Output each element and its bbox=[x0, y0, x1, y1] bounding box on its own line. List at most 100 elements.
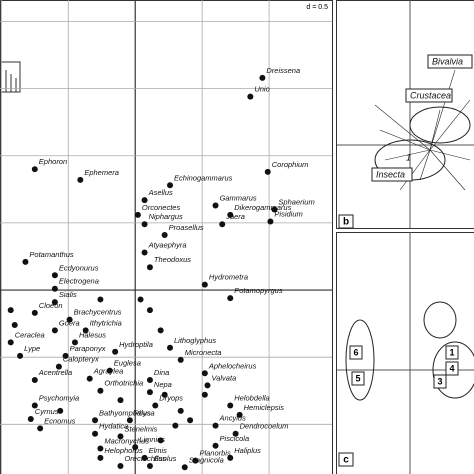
point bbox=[227, 454, 234, 461]
point-label: Cyrnus bbox=[35, 407, 59, 416]
point-label: Ephemera bbox=[84, 168, 119, 177]
point bbox=[132, 444, 139, 451]
point bbox=[267, 218, 274, 225]
point bbox=[201, 391, 208, 398]
point bbox=[31, 402, 38, 409]
group-label: 6 bbox=[353, 347, 358, 357]
point bbox=[51, 272, 58, 279]
point-label: Goera bbox=[59, 318, 80, 327]
point bbox=[117, 462, 124, 469]
point-label: Valvata bbox=[212, 373, 237, 382]
group-label: 3 bbox=[437, 376, 442, 386]
point-label: Esolus bbox=[154, 454, 177, 463]
point bbox=[106, 367, 113, 374]
point-label: Electrogena bbox=[59, 277, 99, 286]
panel-a-frame bbox=[0, 0, 333, 474]
point-label: Euglesa bbox=[114, 359, 141, 368]
point bbox=[146, 389, 153, 396]
point bbox=[137, 296, 144, 303]
group-label: 1 bbox=[406, 152, 411, 162]
point-label: Elmis bbox=[149, 446, 168, 455]
point bbox=[97, 445, 104, 452]
point bbox=[17, 352, 24, 359]
point-label: Acentrella bbox=[38, 368, 72, 377]
point bbox=[97, 296, 104, 303]
point-label: Physa bbox=[134, 408, 155, 417]
point bbox=[112, 348, 119, 355]
point-label: Hydrometra bbox=[209, 273, 248, 282]
point bbox=[141, 197, 148, 204]
point bbox=[259, 74, 266, 81]
point-label: Helobdella bbox=[234, 394, 269, 403]
group-label: Insecta bbox=[376, 169, 405, 179]
point bbox=[264, 168, 271, 175]
point bbox=[22, 258, 29, 265]
point bbox=[146, 307, 153, 314]
point bbox=[157, 327, 164, 334]
group-label: 4 bbox=[449, 363, 454, 373]
point-label: Asellus bbox=[148, 188, 173, 197]
point-label: Micronecta bbox=[185, 348, 222, 357]
point bbox=[187, 417, 194, 424]
point bbox=[31, 309, 38, 316]
point bbox=[11, 321, 18, 328]
panel-label: b bbox=[343, 217, 349, 228]
point-label: Atyaephyra bbox=[148, 240, 187, 249]
point bbox=[177, 407, 184, 414]
point-label: Piscicola bbox=[220, 434, 250, 443]
point bbox=[232, 430, 239, 437]
point bbox=[7, 307, 14, 314]
point bbox=[152, 402, 159, 409]
point-label: Theodoxus bbox=[154, 255, 191, 264]
point bbox=[204, 382, 211, 389]
point bbox=[27, 415, 34, 422]
point bbox=[227, 402, 234, 409]
point-label: Aphelocheirus bbox=[208, 361, 257, 370]
point-label: Hydatica bbox=[99, 422, 128, 431]
point-label: Agraylea bbox=[93, 367, 124, 376]
point-label: Stenelmis bbox=[124, 424, 157, 433]
point-label: Ceraclea bbox=[15, 330, 45, 339]
panel-c: 6 5 1 4 3 c bbox=[336, 232, 474, 474]
point-label: Bathyomphalus bbox=[99, 408, 151, 417]
point bbox=[7, 339, 14, 346]
point bbox=[31, 377, 38, 384]
point bbox=[51, 327, 58, 334]
point bbox=[181, 464, 188, 471]
point bbox=[55, 363, 62, 370]
point-label: Ephoron bbox=[39, 157, 67, 166]
point-label: Potamanthus bbox=[29, 250, 73, 259]
point-label: Macronychus bbox=[104, 436, 149, 445]
group-label: Crustacea bbox=[410, 90, 451, 100]
point-label: Brachycentrus bbox=[74, 308, 122, 317]
point bbox=[201, 370, 208, 377]
point bbox=[71, 339, 78, 346]
point bbox=[146, 264, 153, 271]
point bbox=[82, 327, 89, 334]
point-label: Ecnomus bbox=[44, 416, 76, 425]
point-label: Halesus bbox=[79, 330, 106, 339]
point bbox=[126, 417, 133, 424]
point bbox=[212, 422, 219, 429]
point-label: Orthotrichia bbox=[104, 379, 143, 388]
point bbox=[212, 202, 219, 209]
point bbox=[31, 166, 38, 173]
point bbox=[97, 387, 104, 394]
point-label: Dikerogammarus bbox=[234, 203, 291, 212]
point-label: Cloeon bbox=[39, 301, 63, 310]
group-label: 1 bbox=[449, 347, 454, 357]
point-label: Sialis bbox=[59, 290, 77, 299]
point-label: Dreissena bbox=[266, 66, 300, 75]
point-label: Dina bbox=[154, 368, 169, 377]
point-label: Helophorus bbox=[104, 446, 143, 455]
point-label: Lype bbox=[24, 344, 40, 353]
point bbox=[157, 437, 164, 444]
point bbox=[192, 457, 199, 464]
point bbox=[51, 285, 58, 292]
point-label: Calopteryx bbox=[63, 355, 99, 364]
point-label: Ecdyonurus bbox=[59, 263, 99, 272]
panel-label: c bbox=[343, 455, 349, 466]
point bbox=[37, 425, 44, 432]
point bbox=[236, 411, 243, 418]
